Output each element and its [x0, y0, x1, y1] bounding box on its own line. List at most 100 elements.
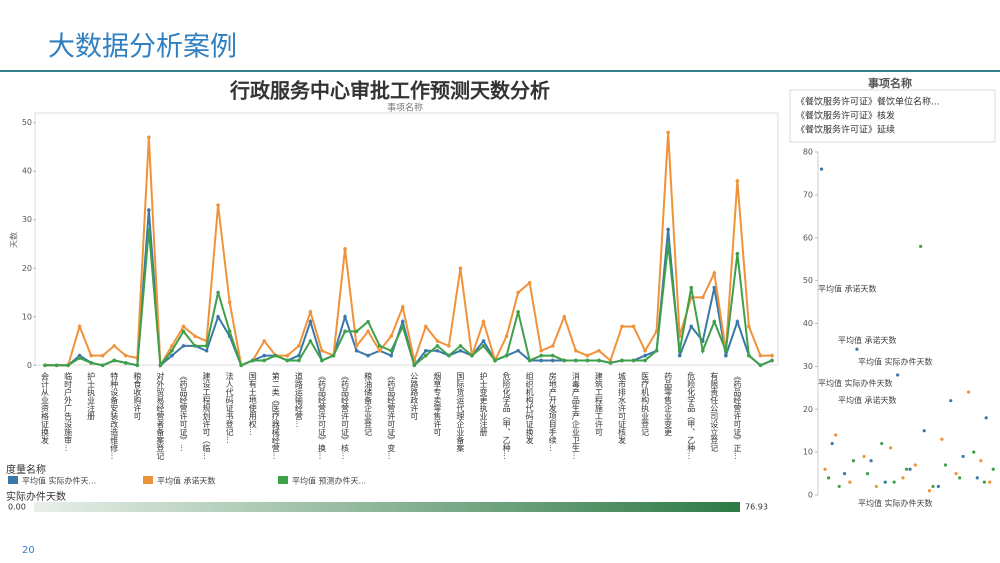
data-point [516, 310, 520, 314]
data-point [770, 358, 774, 363]
right-legend-title: 事项名称 [868, 76, 912, 90]
data-point [43, 363, 47, 368]
data-point [435, 344, 440, 348]
scatter-point [865, 471, 870, 476]
scatter-point [823, 467, 827, 471]
data-point [297, 353, 301, 358]
data-point [366, 329, 370, 334]
data-point [285, 358, 290, 363]
data-point [689, 324, 694, 329]
data-point [424, 348, 428, 353]
scatter-point [830, 441, 834, 446]
data-point [654, 329, 659, 334]
scatter-point [991, 467, 995, 471]
scatter-point [988, 480, 992, 484]
data-point [193, 334, 197, 338]
data-point [227, 329, 232, 334]
scatter-point [940, 437, 944, 441]
scatter-point [949, 399, 953, 403]
x-tick-label: 药品零售企业变更 [664, 371, 673, 437]
data-point [700, 295, 705, 300]
data-point [712, 319, 717, 324]
y-tick-label: 30 [803, 362, 813, 371]
annotation: 平均值 实际办件天数 [858, 357, 933, 367]
color-ramp [34, 502, 740, 512]
x-tick-label: 第二类《医疗器械经营... [271, 371, 280, 460]
scatter-point [842, 471, 847, 476]
data-point [447, 344, 451, 348]
x-tick-label: 烟草专卖零售许可 [433, 372, 442, 436]
data-point [239, 363, 243, 368]
scatter-point [848, 480, 852, 484]
data-point [700, 348, 705, 353]
data-point [54, 363, 59, 368]
legend-swatch [278, 476, 288, 484]
data-point [147, 208, 151, 212]
color-legend-max: 76.93 [745, 503, 768, 512]
data-point [123, 361, 128, 365]
y-tick-label: 20 [803, 405, 813, 414]
scatter-point [834, 433, 838, 437]
y-tick-label: 30 [22, 215, 32, 224]
data-point [562, 358, 567, 363]
data-point [643, 358, 647, 363]
legend-swatch [8, 476, 18, 484]
data-point [643, 353, 647, 358]
data-point [158, 363, 163, 368]
scatter-point [874, 484, 879, 489]
data-point [320, 358, 324, 363]
data-point [100, 353, 105, 358]
y-tick-label: 10 [803, 448, 813, 457]
page-number: 20 [22, 545, 35, 556]
data-point [112, 358, 117, 363]
data-point [747, 324, 751, 329]
chart-title: 行政服务中心审批工作预测天数分析 [229, 79, 550, 103]
data-point [435, 339, 440, 343]
data-point [204, 344, 209, 348]
data-point [227, 300, 232, 305]
slide-title: 大数据分析案例 [48, 32, 237, 63]
data-point [539, 348, 544, 353]
scatter-point [855, 347, 859, 351]
scatter-point [862, 454, 866, 459]
data-point [170, 353, 174, 358]
data-point [354, 329, 359, 334]
scatter-point [931, 484, 935, 489]
x-tick-label: 对外贸易经营者备案登记 [156, 371, 165, 460]
scatter-point [888, 446, 893, 450]
data-point [77, 324, 82, 329]
data-point [724, 353, 728, 358]
data-point [181, 329, 186, 334]
data-point [481, 319, 486, 324]
x-tick-label: 道路运输经营... [294, 371, 303, 428]
scatter-point [896, 373, 900, 377]
data-point [677, 353, 682, 358]
data-point [631, 358, 636, 363]
scatter-point [979, 459, 983, 463]
annotation: 平均值 实际办件天数 [858, 498, 933, 508]
data-point [585, 358, 590, 363]
data-point [527, 358, 532, 363]
data-point [216, 203, 220, 207]
data-point [747, 353, 751, 358]
data-point [620, 324, 624, 329]
x-tick-label: 有限责任公司设立登记 [710, 371, 719, 452]
x-tick-label: 《药品经营许可证》换... [317, 372, 326, 460]
data-point [504, 334, 509, 338]
data-point [539, 358, 544, 363]
scatter-point [958, 476, 962, 480]
data-point [262, 353, 267, 358]
y-tick-label: 20 [22, 264, 32, 273]
data-point [458, 266, 463, 271]
data-point [262, 339, 267, 343]
scatter-point [975, 476, 979, 480]
data-point [147, 227, 151, 232]
data-point [320, 348, 324, 353]
data-point [735, 319, 740, 324]
scatter-point [984, 416, 988, 420]
data-point [574, 358, 578, 363]
data-point [170, 344, 174, 348]
y-tick-label: 0 [27, 361, 32, 370]
scatter-point [922, 429, 926, 433]
